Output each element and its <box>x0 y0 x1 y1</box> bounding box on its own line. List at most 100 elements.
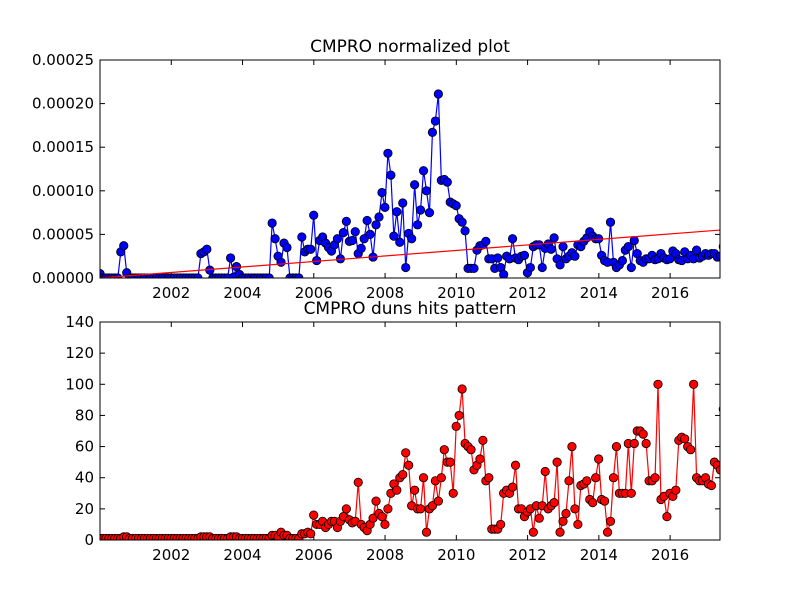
top-ytick-label: 0.00005 <box>32 225 94 243</box>
bottom-data-point <box>306 529 316 539</box>
bottom-data-point <box>561 508 571 519</box>
bottom-data-point <box>475 454 485 464</box>
bottom-ytick-label: 40 <box>75 469 94 487</box>
top-data-point <box>386 170 396 180</box>
bottom-xtick-label: 2016 <box>651 546 689 564</box>
top-data-point <box>350 227 360 237</box>
bottom-ytick-label: 80 <box>75 406 94 424</box>
bottom-data-point <box>641 438 651 449</box>
top-data-point <box>430 116 440 126</box>
top-data-point <box>401 262 411 273</box>
top-xtick-label: 2006 <box>295 284 333 302</box>
bottom-data-point <box>602 527 613 537</box>
bottom-data-point <box>383 504 393 514</box>
bottom-data-point <box>398 469 408 480</box>
top-data-point <box>270 234 280 244</box>
bottom-series-group <box>100 379 720 540</box>
top-data-point <box>395 237 405 247</box>
top-data-point <box>410 180 420 190</box>
bottom-data-point <box>380 519 390 530</box>
bottom-data-point <box>662 512 672 522</box>
bottom-data-point <box>555 527 565 537</box>
top-data-point <box>306 244 316 254</box>
top-data-point <box>555 260 565 270</box>
top-chart: CMPRO normalized plot 0.000000.000050.00… <box>32 37 721 302</box>
bottom-data-point <box>629 438 639 449</box>
top-data-point <box>356 243 366 253</box>
top-x-axis: 2002 2004 2006 2008 2010 2012 2014 2016 <box>152 60 689 302</box>
bottom-data-point <box>686 445 696 455</box>
bottom-data-point <box>594 454 604 464</box>
bottom-data-point <box>564 476 574 486</box>
bottom-data-point <box>439 445 449 455</box>
bottom-data-point <box>671 485 681 495</box>
top-data-point <box>309 210 319 220</box>
top-data-point <box>362 215 372 226</box>
top-data-point <box>297 232 307 242</box>
top-data-point <box>415 205 426 215</box>
top-data-point <box>412 220 423 230</box>
top-data-point <box>433 89 443 99</box>
bottom-data-point <box>410 485 420 495</box>
bottom-data-point <box>496 519 506 530</box>
bottom-data-point <box>445 457 455 467</box>
bottom-chart: CMPRO duns hits pattern 0 20 40 60 80 100 120 1… <box>65 299 721 564</box>
top-ytick-label: 0.00010 <box>32 182 94 200</box>
bottom-xtick-label: 2014 <box>580 546 618 564</box>
top-data-point <box>424 208 435 218</box>
bottom-data-point <box>421 527 432 537</box>
top-data-point <box>202 244 212 254</box>
top-data-point <box>499 269 509 278</box>
top-data-point <box>617 255 628 266</box>
top-data-point <box>537 262 547 273</box>
bottom-data-point <box>591 473 601 483</box>
top-series-1-line <box>100 229 720 278</box>
bottom-data-point <box>599 496 610 506</box>
top-data-point <box>605 217 616 227</box>
top-ytick-label: 0.00015 <box>32 138 94 156</box>
bottom-data-point <box>582 476 592 486</box>
top-ytick-label: 0.00025 <box>32 51 94 69</box>
top-plot-area <box>100 89 720 278</box>
bottom-data-point <box>433 496 443 506</box>
top-xtick-label: 2012 <box>508 284 546 302</box>
bottom-ytick-label: 60 <box>75 438 94 456</box>
top-xtick-label: 2014 <box>580 284 618 302</box>
bottom-data-point <box>715 465 720 475</box>
top-data-point <box>226 253 236 263</box>
bottom-data-point <box>404 460 414 470</box>
top-data-point <box>276 257 286 267</box>
top-data-point <box>493 253 503 263</box>
bottom-data-point <box>549 498 559 508</box>
top-xtick-label: 2016 <box>651 284 689 302</box>
top-data-point <box>558 242 568 252</box>
top-data-point <box>383 148 393 158</box>
bottom-ytick-label: 120 <box>65 344 94 362</box>
top-data-point <box>570 251 580 261</box>
bottom-data-point <box>377 512 387 522</box>
top-data-point <box>380 202 390 212</box>
top-data-point <box>457 217 467 227</box>
top-xtick-label: 2008 <box>366 284 404 302</box>
top-data-point <box>715 251 720 261</box>
top-ytick-label: 0.00000 <box>32 269 94 287</box>
bottom-data-point <box>415 504 426 514</box>
bottom-data-point <box>309 510 319 520</box>
bottom-ytick-label: 140 <box>65 313 94 331</box>
top-xtick-label: 2010 <box>437 284 475 302</box>
bottom-data-point <box>507 482 518 492</box>
bottom-ytick-label: 100 <box>65 375 94 393</box>
bottom-data-point <box>706 480 717 491</box>
top-data-point <box>374 212 384 222</box>
bottom-data-point <box>534 513 544 523</box>
bottom-data-point <box>484 473 494 483</box>
bottom-data-point <box>573 519 583 530</box>
bottom-data-point <box>605 516 616 526</box>
top-data-point <box>519 250 530 260</box>
top-data-point <box>629 235 639 246</box>
bottom-data-point <box>427 501 438 511</box>
bottom-xtick-label: 2008 <box>366 546 404 564</box>
top-data-point <box>338 228 348 238</box>
top-data-point <box>282 242 292 253</box>
bottom-data-point <box>478 435 488 445</box>
